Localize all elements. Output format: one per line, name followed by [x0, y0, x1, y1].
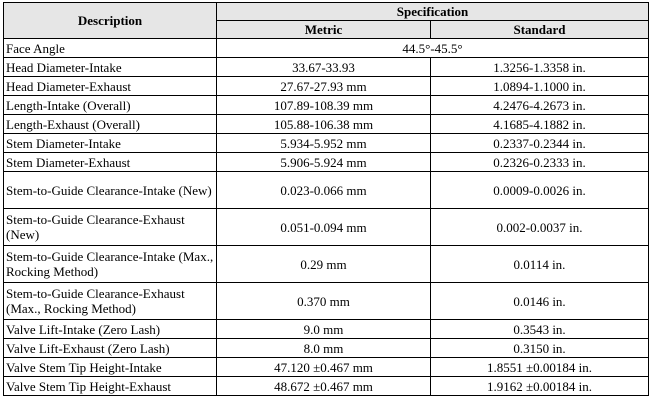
row-standard: 0.2326-0.2333 in. [430, 152, 649, 172]
table-row: Valve Lift-Exhaust (Zero Lash) 8.0 mm 0.… [3, 338, 649, 358]
table-row: Head Diameter-Intake 33.67-33.93 1.3256-… [3, 57, 649, 77]
row-description: Stem-to-Guide Clearance-Intake (Max., Ro… [3, 245, 217, 283]
row-metric: 47.120 ±0.467 mm [216, 357, 431, 377]
row-description: Valve Stem Tip Height-Intake [3, 357, 217, 377]
row-metric: 48.672 ±0.467 mm [216, 376, 431, 396]
row-standard: 1.3256-1.3358 in. [430, 57, 649, 77]
table-row: Head Diameter-Exhaust 27.67-27.93 mm 1.0… [3, 76, 649, 96]
row-metric: 107.89-108.39 mm [216, 95, 431, 115]
table-row: Stem-to-Guide Clearance-Exhaust (New) 0.… [3, 208, 649, 246]
row-metric: 0.370 mm [216, 282, 431, 320]
table-row: Valve Stem Tip Height-Intake 47.120 ±0.4… [3, 357, 649, 377]
row-description: Face Angle [3, 38, 217, 58]
row-standard: 0.002-0.0037 in. [430, 208, 649, 246]
table-row: Valve Lift-Intake (Zero Lash) 9.0 mm 0.3… [3, 319, 649, 339]
description-header: Description [3, 2, 217, 39]
row-standard: 4.2476-4.2673 in. [430, 95, 649, 115]
standard-header: Standard [430, 20, 649, 39]
row-metric: 0.023-0.066 mm [216, 171, 431, 209]
row-description: Valve Lift-Exhaust (Zero Lash) [3, 338, 217, 358]
row-value-combined: 44.5°-45.5° [216, 38, 649, 58]
table-row: Length-Intake (Overall) 107.89-108.39 mm… [3, 95, 649, 115]
row-description: Stem-to-Guide Clearance-Exhaust (Max., R… [3, 282, 217, 320]
row-metric: 33.67-33.93 [216, 57, 431, 77]
table-row: Valve Stem Tip Height-Exhaust 48.672 ±0.… [3, 376, 649, 396]
table-row: Stem-to-Guide Clearance-Exhaust (Max., R… [3, 282, 649, 320]
row-standard: 0.3150 in. [430, 338, 649, 358]
table-row: Stem-to-Guide Clearance-Intake (Max., Ro… [3, 245, 649, 283]
row-metric: 9.0 mm [216, 319, 431, 339]
table-row: Length-Exhaust (Overall) 105.88-106.38 m… [3, 114, 649, 134]
valve-specification-table: Description Specification Metric Standar… [3, 2, 649, 396]
row-metric: 27.67-27.93 mm [216, 76, 431, 96]
table-row: Stem Diameter-Exhaust 5.906-5.924 mm 0.2… [3, 152, 649, 172]
row-standard: 0.0009-0.0026 in. [430, 171, 649, 209]
row-standard: 0.2337-0.2344 in. [430, 133, 649, 153]
row-standard: 1.8551 ±0.00184 in. [430, 357, 649, 377]
row-standard: 0.3543 in. [430, 319, 649, 339]
row-metric: 5.906-5.924 mm [216, 152, 431, 172]
row-description: Stem-to-Guide Clearance-Exhaust (New) [3, 208, 217, 246]
table-row: Face Angle 44.5°-45.5° [3, 38, 649, 58]
row-metric: 0.29 mm [216, 245, 431, 283]
row-description: Valve Stem Tip Height-Exhaust [3, 376, 217, 396]
row-description: Stem-to-Guide Clearance-Intake (New) [3, 171, 217, 209]
row-metric: 8.0 mm [216, 338, 431, 358]
table-row: Stem Diameter-Intake 5.934-5.952 mm 0.23… [3, 133, 649, 153]
table-row: Stem-to-Guide Clearance-Intake (New) 0.0… [3, 171, 649, 209]
row-metric: 105.88-106.38 mm [216, 114, 431, 134]
row-description: Stem Diameter-Exhaust [3, 152, 217, 172]
row-standard: 4.1685-4.1882 in. [430, 114, 649, 134]
row-description: Valve Lift-Intake (Zero Lash) [3, 319, 217, 339]
row-standard: 1.0894-1.1000 in. [430, 76, 649, 96]
row-description: Length-Exhaust (Overall) [3, 114, 217, 134]
row-description: Head Diameter-Intake [3, 57, 217, 77]
row-description: Length-Intake (Overall) [3, 95, 217, 115]
row-metric: 0.051-0.094 mm [216, 208, 431, 246]
row-standard: 0.0146 in. [430, 282, 649, 320]
row-standard: 1.9162 ±0.00184 in. [430, 376, 649, 396]
specification-header: Specification [216, 2, 649, 21]
row-description: Stem Diameter-Intake [3, 133, 217, 153]
metric-header: Metric [216, 20, 431, 39]
row-metric: 5.934-5.952 mm [216, 133, 431, 153]
row-description: Head Diameter-Exhaust [3, 76, 217, 96]
row-standard: 0.0114 in. [430, 245, 649, 283]
